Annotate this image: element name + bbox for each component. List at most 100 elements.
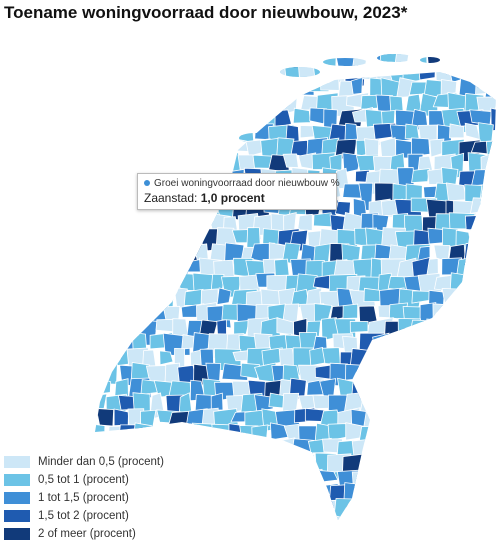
municipality[interactable] <box>103 273 121 295</box>
municipality[interactable] <box>357 484 373 502</box>
municipality[interactable] <box>439 319 463 335</box>
municipality[interactable] <box>399 379 420 393</box>
municipality[interactable] <box>208 155 228 170</box>
municipality[interactable] <box>240 66 263 88</box>
municipality[interactable] <box>186 109 207 125</box>
municipality[interactable] <box>209 483 227 502</box>
municipality[interactable] <box>88 244 109 257</box>
municipality[interactable] <box>393 424 411 442</box>
municipality[interactable] <box>165 215 182 233</box>
municipality[interactable] <box>298 214 312 230</box>
municipality[interactable] <box>351 499 371 523</box>
municipality[interactable] <box>477 453 500 472</box>
municipality[interactable] <box>133 423 152 445</box>
municipality[interactable] <box>166 244 190 265</box>
municipality[interactable] <box>157 80 176 100</box>
municipality[interactable] <box>110 171 128 194</box>
municipality[interactable] <box>112 138 126 162</box>
municipality[interactable] <box>476 78 488 94</box>
municipality[interactable] <box>229 78 247 98</box>
municipality[interactable] <box>92 65 111 82</box>
municipality[interactable] <box>300 453 314 471</box>
municipality[interactable] <box>298 64 315 79</box>
municipality[interactable] <box>118 274 134 289</box>
municipality[interactable] <box>474 49 488 72</box>
municipality[interactable] <box>449 66 467 83</box>
municipality[interactable] <box>96 138 113 156</box>
municipality[interactable] <box>129 289 145 304</box>
municipality[interactable] <box>471 349 493 364</box>
municipality[interactable] <box>196 154 210 168</box>
municipality[interactable] <box>494 514 500 535</box>
municipality[interactable] <box>373 453 390 472</box>
municipality[interactable] <box>103 154 122 174</box>
municipality[interactable] <box>435 424 455 440</box>
municipality[interactable] <box>405 363 424 386</box>
municipality[interactable] <box>433 304 454 320</box>
municipality[interactable] <box>471 438 497 461</box>
municipality[interactable] <box>160 260 182 279</box>
municipality[interactable] <box>118 94 138 120</box>
municipality[interactable] <box>255 483 278 503</box>
municipality[interactable] <box>211 393 223 410</box>
municipality[interactable] <box>444 469 463 486</box>
municipality[interactable] <box>486 380 500 397</box>
municipality[interactable] <box>106 243 128 263</box>
municipality[interactable] <box>464 243 483 265</box>
municipality[interactable] <box>297 486 317 499</box>
municipality[interactable] <box>359 426 379 441</box>
municipality[interactable] <box>373 393 397 413</box>
municipality[interactable] <box>97 318 114 341</box>
municipality[interactable] <box>305 469 322 486</box>
municipality[interactable] <box>217 48 241 74</box>
municipality[interactable] <box>409 440 425 459</box>
municipality[interactable] <box>230 108 250 131</box>
municipality[interactable] <box>472 381 496 398</box>
municipality[interactable] <box>210 515 227 538</box>
municipality[interactable] <box>284 484 298 505</box>
municipality[interactable] <box>148 275 166 292</box>
municipality[interactable] <box>172 468 195 491</box>
municipality[interactable] <box>450 513 475 538</box>
municipality[interactable] <box>404 455 427 476</box>
municipality[interactable] <box>247 78 262 98</box>
municipality[interactable] <box>261 500 285 521</box>
municipality[interactable] <box>178 215 192 241</box>
municipality[interactable] <box>478 216 492 236</box>
municipality[interactable] <box>381 350 400 368</box>
municipality[interactable] <box>184 470 203 492</box>
municipality[interactable] <box>412 350 432 367</box>
municipality[interactable] <box>149 215 167 240</box>
municipality[interactable] <box>446 183 466 201</box>
municipality[interactable] <box>416 333 441 358</box>
municipality[interactable] <box>374 514 393 536</box>
municipality[interactable] <box>125 139 143 158</box>
municipality[interactable] <box>456 499 471 516</box>
municipality[interactable] <box>165 66 189 88</box>
municipality[interactable] <box>439 378 458 402</box>
municipality[interactable] <box>223 64 248 89</box>
municipality[interactable] <box>151 245 172 267</box>
municipality[interactable] <box>488 259 500 278</box>
municipality[interactable] <box>119 245 138 265</box>
municipality[interactable] <box>262 48 284 72</box>
municipality[interactable] <box>192 63 212 82</box>
municipality[interactable] <box>115 51 129 69</box>
legend-item[interactable]: 2 of meer (procent) <box>4 525 164 543</box>
municipality[interactable] <box>451 305 473 320</box>
municipality[interactable] <box>486 468 500 493</box>
municipality[interactable] <box>277 498 303 521</box>
municipality[interactable] <box>136 123 154 139</box>
municipality[interactable] <box>492 453 500 471</box>
municipality[interactable] <box>142 79 157 98</box>
municipality[interactable] <box>386 486 409 506</box>
municipality[interactable] <box>114 409 128 426</box>
municipality[interactable] <box>493 244 500 262</box>
municipality[interactable] <box>376 486 389 503</box>
municipality[interactable] <box>443 49 462 76</box>
municipality[interactable] <box>232 471 248 492</box>
municipality[interactable] <box>90 303 111 329</box>
municipality[interactable] <box>171 498 188 517</box>
municipality[interactable] <box>493 333 500 350</box>
municipality[interactable] <box>472 319 490 335</box>
